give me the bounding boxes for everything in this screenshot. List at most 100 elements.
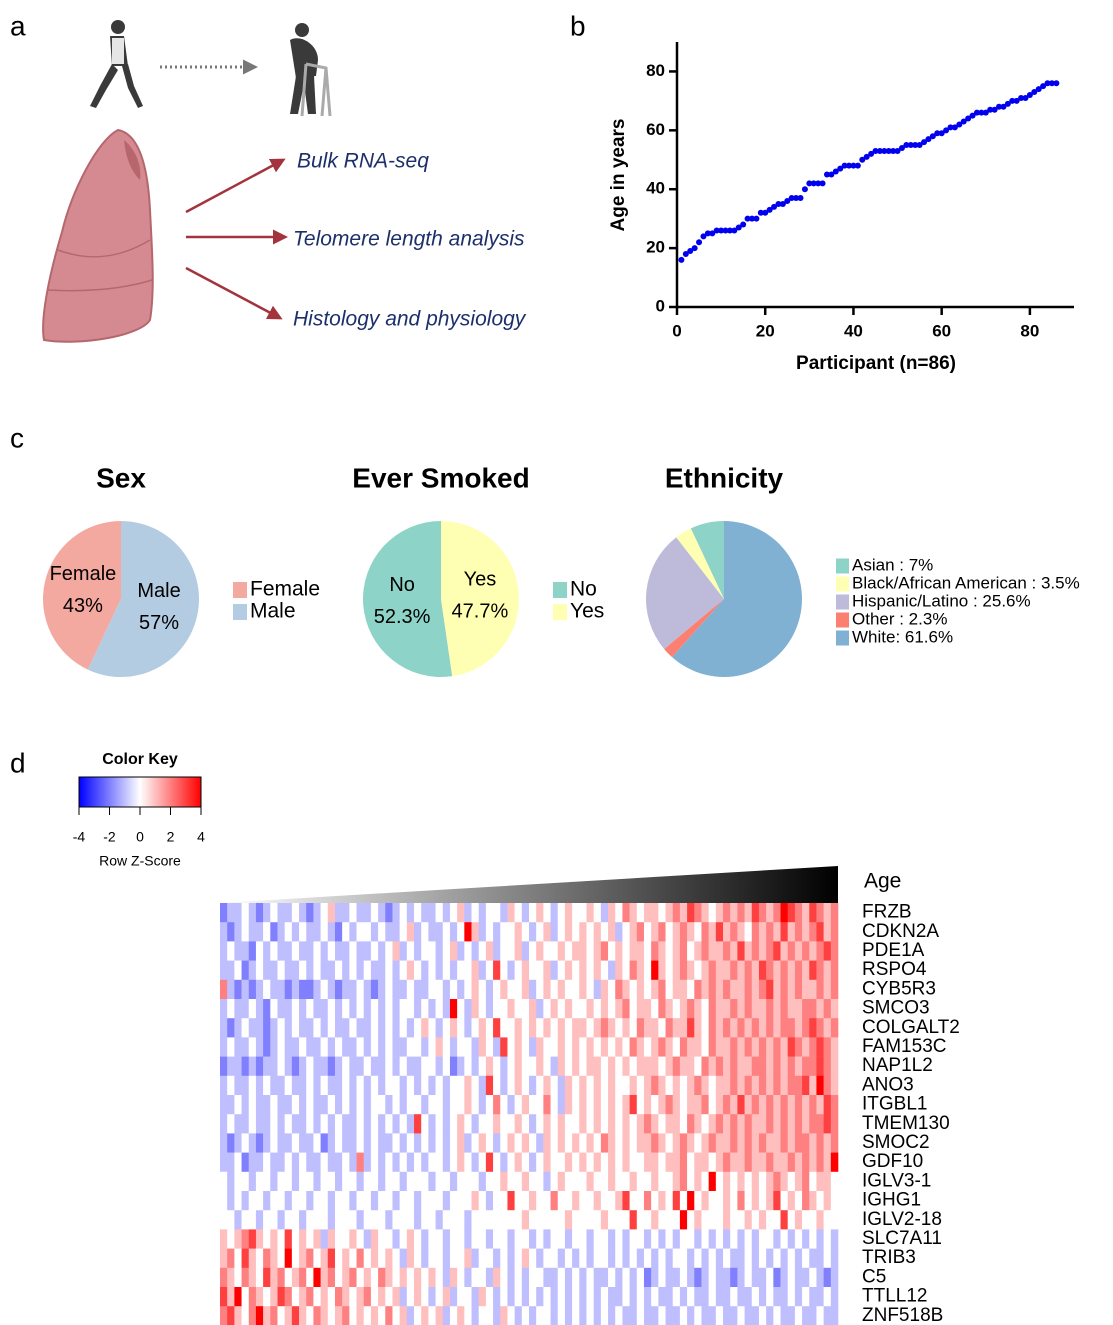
heatmap-cell — [694, 1153, 701, 1173]
heatmap-cell — [486, 941, 493, 961]
point — [753, 216, 759, 222]
heatmap-cell — [321, 999, 328, 1019]
heatmap-cell — [450, 1133, 457, 1153]
heatmap-cell — [500, 1191, 507, 1211]
heatmap-cell — [522, 1057, 529, 1077]
heatmap-cell — [313, 922, 320, 942]
heatmap-cell — [594, 1114, 601, 1134]
heatmap-cell — [371, 1076, 378, 1096]
heatmap-cell — [558, 1095, 565, 1115]
heatmap-cell — [270, 1172, 277, 1192]
heatmap-cell — [321, 1037, 328, 1057]
heatmap-cell — [716, 999, 723, 1019]
heatmap-cell — [357, 1249, 364, 1269]
heatmap-cell — [745, 941, 752, 961]
heatmap-cell — [500, 999, 507, 1019]
heatmap-cell — [357, 1191, 364, 1211]
heatmap-cell — [579, 922, 586, 942]
heatmap-cell — [558, 1287, 565, 1307]
heatmap-cell — [486, 1229, 493, 1249]
workflow-step: Bulk RNA-seq — [297, 150, 429, 173]
heatmap-cell — [759, 1114, 766, 1134]
heatmap-cell — [673, 1133, 680, 1153]
heatmap-cell — [328, 1133, 335, 1153]
heatmap-cell — [759, 999, 766, 1019]
heatmap-cell — [816, 1133, 823, 1153]
heatmap-cell — [400, 1095, 407, 1115]
heatmap-cell — [263, 1018, 270, 1037]
heatmap-cell — [306, 1287, 313, 1307]
heatmap-cell — [651, 1287, 658, 1307]
heatmap-cell — [400, 903, 407, 923]
heatmap-cell — [234, 980, 241, 1000]
heatmap-cell — [220, 1172, 227, 1192]
heatmap-cell — [752, 1191, 759, 1211]
heatmap-cell — [299, 999, 306, 1019]
heatmap-cell — [522, 903, 529, 923]
heatmap-cell — [450, 980, 457, 1000]
heatmap-cell — [666, 1191, 673, 1211]
heatmap-cell — [335, 1172, 342, 1192]
heatmap-cell — [709, 1268, 716, 1288]
heatmap-cell — [680, 1114, 687, 1134]
heatmap-cell — [565, 941, 572, 961]
heatmap-cell — [428, 1153, 435, 1173]
heatmap-cell — [622, 1229, 629, 1249]
heatmap-cell — [565, 922, 572, 942]
heatmap-cell — [687, 1191, 694, 1211]
heatmap-cell — [400, 1133, 407, 1153]
legend-swatch — [233, 582, 247, 598]
heatmap-cell — [486, 1191, 493, 1211]
heatmap-cell — [551, 1172, 558, 1192]
heatmap-cell — [737, 1249, 744, 1269]
heatmap-cell — [464, 1114, 471, 1134]
heatmap-cell — [493, 1191, 500, 1211]
heatmap-cell — [392, 1229, 399, 1249]
row-label: ZNF518B — [862, 1305, 943, 1325]
heatmap-cell — [558, 1057, 565, 1077]
heatmap-cell — [816, 1229, 823, 1249]
heatmap-cell — [342, 1153, 349, 1173]
heatmap-cell — [335, 1210, 342, 1230]
heatmap-cell — [270, 1249, 277, 1269]
heatmap-cell — [299, 961, 306, 981]
heatmap-cell — [529, 961, 536, 981]
heatmap-cell — [234, 961, 241, 981]
heatmap-cell — [263, 980, 270, 1000]
heatmap-cell — [816, 1095, 823, 1115]
heatmap-cell — [752, 961, 759, 981]
heatmap-cell — [745, 1210, 752, 1230]
heatmap-cell — [270, 1076, 277, 1096]
heatmap-cell — [407, 1287, 414, 1307]
heatmap-cell — [809, 922, 816, 942]
heatmap-cell — [529, 1153, 536, 1173]
x-tick-label: 0 — [672, 321, 681, 340]
heatmap-cell — [637, 1076, 644, 1096]
heatmap-cell — [349, 922, 356, 942]
heatmap-cell — [400, 1210, 407, 1230]
heatmap-cell — [342, 1287, 349, 1307]
heatmap-cell — [392, 1076, 399, 1096]
y-tick-label: 0 — [656, 296, 665, 315]
heatmap-cell — [824, 1133, 831, 1153]
heatmap-cell — [428, 1191, 435, 1211]
heatmap-cell — [759, 1172, 766, 1192]
heatmap-cell — [371, 1037, 378, 1057]
heatmap-cell — [701, 1210, 708, 1230]
heatmap-cell — [479, 961, 486, 981]
heatmap-cell — [615, 1268, 622, 1288]
heatmap-cell — [802, 1057, 809, 1077]
heatmap-cell — [457, 1249, 464, 1269]
legend-swatch — [836, 613, 849, 628]
heatmap-cell — [680, 1153, 687, 1173]
heatmap-cell — [335, 941, 342, 961]
heatmap-cell — [299, 1306, 306, 1325]
heatmap-cell — [536, 922, 543, 942]
heatmap-cell — [256, 1191, 263, 1211]
heatmap-cell — [572, 1306, 579, 1325]
heatmap-cell — [644, 1306, 651, 1325]
row-label: ANO3 — [862, 1074, 914, 1095]
heatmap-cell — [306, 903, 313, 923]
heatmap-cell — [781, 1133, 788, 1153]
heatmap-cell — [723, 941, 730, 961]
